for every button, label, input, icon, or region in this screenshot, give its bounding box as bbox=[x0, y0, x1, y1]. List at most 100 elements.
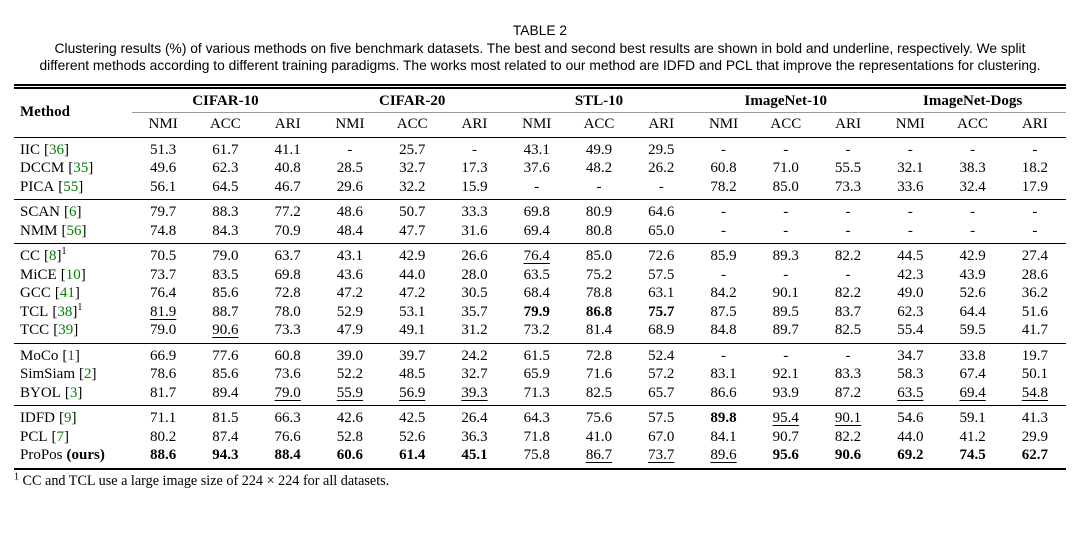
value-pica-cifar-10-ari: 46.7 bbox=[274, 178, 301, 195]
value-gcc-imagenet-10-acc: 90.1 bbox=[772, 285, 799, 301]
value-pica-imagenet-dogs-acc: 32.4 bbox=[959, 178, 986, 195]
value-pica-cifar-10-acc: 64.5 bbox=[212, 178, 239, 195]
value-mice-imagenet-10-nmi: - bbox=[721, 266, 727, 283]
value-iic-cifar-10-ari: 41.1 bbox=[274, 141, 301, 158]
value-pica-imagenet-10-ari: 73.3 bbox=[834, 178, 862, 195]
value-dccm-imagenet-dogs-nmi: 32.1 bbox=[897, 160, 924, 176]
value-byol-cifar-10-ari: 79.0 bbox=[274, 384, 301, 401]
value-mice-cifar-20-nmi: 43.6 bbox=[336, 266, 364, 283]
value-nmm-imagenet-10-nmi: - bbox=[721, 222, 727, 239]
value-byol-cifar-20-ari: 39.3 bbox=[461, 384, 488, 401]
value-propos-cifar-20-nmi: 60.6 bbox=[336, 447, 364, 463]
method-name: DCCM bbox=[20, 160, 65, 176]
value-idfd-imagenet-dogs-acc: 59.1 bbox=[959, 410, 986, 426]
value-tcl-imagenet-dogs-acc: 64.4 bbox=[959, 303, 986, 320]
value-scan-cifar-20-nmi: 48.6 bbox=[336, 204, 364, 220]
method-name: CC bbox=[20, 248, 41, 264]
value-nmm-stl-10-nmi: 69.4 bbox=[523, 222, 550, 239]
value-tcc-cifar-10-nmi: 79.0 bbox=[150, 322, 177, 338]
value-dccm-imagenet-dogs-acc: 38.3 bbox=[959, 160, 986, 176]
value-tcc-stl-10-nmi: 73.2 bbox=[523, 322, 550, 338]
value-nmm-cifar-10-ari: 70.9 bbox=[274, 222, 301, 239]
citation-ref: [9] bbox=[59, 410, 77, 426]
value-byol-stl-10-acc: 82.5 bbox=[585, 384, 613, 401]
citation-ref: [39] bbox=[53, 322, 79, 338]
value-moco-cifar-20-ari: 24.2 bbox=[461, 347, 488, 364]
method-name: TCL bbox=[20, 303, 49, 320]
value-pcl-imagenet-10-ari: 82.2 bbox=[834, 428, 862, 445]
value-tcl-imagenet-10-nmi: 87.5 bbox=[710, 303, 737, 320]
value-pica-cifar-20-ari: 15.9 bbox=[461, 178, 488, 195]
value-propos-stl-10-ari: 73.7 bbox=[648, 447, 675, 463]
value-pcl-cifar-10-ari: 76.6 bbox=[274, 428, 301, 445]
row-tcl: TCL [38]1 81.9 88.7 78.0 52.9 53.1 35.7 79.9 86.8… bbox=[14, 302, 1066, 322]
col-header-imagenet-10-nmi: NMI bbox=[708, 115, 739, 132]
value-iic-cifar-20-nmi: - bbox=[347, 141, 353, 158]
value-pica-imagenet-dogs-nmi: 33.6 bbox=[897, 178, 924, 195]
col-header-cifar-20-ari: ARI bbox=[461, 115, 488, 132]
value-dccm-cifar-10-ari: 40.8 bbox=[274, 160, 301, 176]
table-head: Method CIFAR-10 CIFAR-20 STL-10 ImageNet-10 I… bbox=[14, 88, 1066, 137]
method-cell-tcc: TCC [39] bbox=[14, 321, 132, 343]
value-tcl-imagenet-dogs-ari: 51.6 bbox=[1021, 303, 1048, 320]
value-iic-stl-10-ari: 29.5 bbox=[648, 141, 675, 158]
value-cc-cifar-10-nmi: 70.5 bbox=[150, 248, 177, 264]
value-gcc-imagenet-10-ari: 82.2 bbox=[834, 285, 862, 301]
value-byol-stl-10-nmi: 71.3 bbox=[523, 384, 550, 401]
citation-ref: [3] bbox=[64, 384, 83, 401]
value-dccm-cifar-10-nmi: 49.6 bbox=[150, 160, 177, 176]
col-header-stl-10-acc: ACC bbox=[583, 115, 615, 132]
col-header-cifar-10-ari: ARI bbox=[274, 115, 301, 132]
row-pica: PICA [55] 56.1 64.5 46.7 29.6 32.2 15.9 - - - 78.2 8… bbox=[14, 178, 1066, 200]
value-pica-imagenet-10-nmi: 78.2 bbox=[710, 178, 737, 195]
method-cell-propos: ProPos (ours) bbox=[14, 446, 132, 468]
value-idfd-stl-10-nmi: 64.3 bbox=[523, 410, 550, 426]
value-moco-imagenet-dogs-nmi: 34.7 bbox=[897, 347, 924, 364]
citation-ref: [8] bbox=[44, 248, 62, 264]
value-tcl-stl-10-acc: 86.8 bbox=[585, 303, 613, 320]
value-moco-cifar-10-nmi: 66.9 bbox=[150, 347, 177, 364]
value-mice-imagenet-dogs-ari: 28.6 bbox=[1021, 266, 1048, 283]
value-simsiam-imagenet-dogs-acc: 67.4 bbox=[959, 366, 986, 382]
value-gcc-cifar-20-nmi: 47.2 bbox=[336, 285, 364, 301]
value-tcl-cifar-10-ari: 78.0 bbox=[274, 303, 301, 320]
value-cc-cifar-10-ari: 63.7 bbox=[274, 248, 301, 264]
value-gcc-cifar-10-acc: 85.6 bbox=[212, 285, 239, 301]
value-dccm-stl-10-nmi: 37.6 bbox=[523, 160, 550, 176]
value-tcc-stl-10-ari: 68.9 bbox=[648, 322, 675, 338]
method-name: IDFD bbox=[20, 410, 56, 426]
value-gcc-imagenet-dogs-acc: 52.6 bbox=[959, 285, 986, 301]
col-header-stl-10-nmi: NMI bbox=[522, 115, 552, 132]
table-caption-text: Clustering results (%) of various method… bbox=[39, 40, 1041, 74]
table-footnote: 1 CC and TCL use a large image size of 2… bbox=[14, 471, 1066, 490]
value-pcl-stl-10-nmi: 71.8 bbox=[523, 428, 550, 445]
value-tcc-cifar-10-ari: 73.3 bbox=[274, 322, 301, 338]
value-pcl-imagenet-dogs-acc: 41.2 bbox=[959, 428, 986, 445]
value-byol-cifar-10-nmi: 81.7 bbox=[150, 384, 177, 401]
value-nmm-cifar-10-acc: 84.3 bbox=[212, 222, 239, 239]
value-iic-imagenet-10-acc: - bbox=[783, 141, 789, 158]
value-gcc-stl-10-acc: 78.8 bbox=[585, 285, 613, 301]
value-iic-imagenet-dogs-ari: - bbox=[1032, 141, 1038, 158]
value-moco-imagenet-10-ari: - bbox=[845, 347, 851, 364]
value-iic-stl-10-nmi: 43.1 bbox=[523, 141, 550, 158]
value-mice-cifar-20-ari: 28.0 bbox=[461, 266, 488, 283]
value-pica-stl-10-ari: - bbox=[658, 178, 664, 195]
value-propos-stl-10-acc: 86.7 bbox=[585, 447, 613, 463]
value-byol-imagenet-10-nmi: 86.6 bbox=[710, 384, 737, 401]
value-iic-imagenet-dogs-nmi: - bbox=[907, 141, 913, 158]
value-moco-imagenet-10-nmi: - bbox=[721, 347, 727, 364]
value-pcl-stl-10-ari: 67.0 bbox=[648, 428, 675, 445]
value-propos-imagenet-10-ari: 90.6 bbox=[834, 447, 862, 463]
value-cc-stl-10-ari: 72.6 bbox=[648, 248, 675, 264]
ours-label: (ours) bbox=[66, 447, 105, 463]
value-idfd-imagenet-10-nmi: 89.8 bbox=[710, 410, 737, 426]
value-tcl-cifar-20-ari: 35.7 bbox=[461, 303, 488, 320]
row-pcl: PCL [7] 80.2 87.4 76.6 52.8 52.6 36.3 71.8 41.0 67… bbox=[14, 428, 1066, 447]
row-nmm: NMM [56] 74.8 84.3 70.9 48.4 47.7 31.6 69.4 80.8 6… bbox=[14, 222, 1066, 244]
value-dccm-imagenet-dogs-ari: 18.2 bbox=[1021, 160, 1048, 176]
col-header-imagenet-10-ari: ARI bbox=[835, 115, 861, 132]
value-scan-imagenet-dogs-ari: - bbox=[1032, 204, 1038, 220]
value-byol-cifar-10-acc: 89.4 bbox=[212, 384, 239, 401]
value-tcl-imagenet-10-ari: 83.7 bbox=[834, 303, 862, 320]
